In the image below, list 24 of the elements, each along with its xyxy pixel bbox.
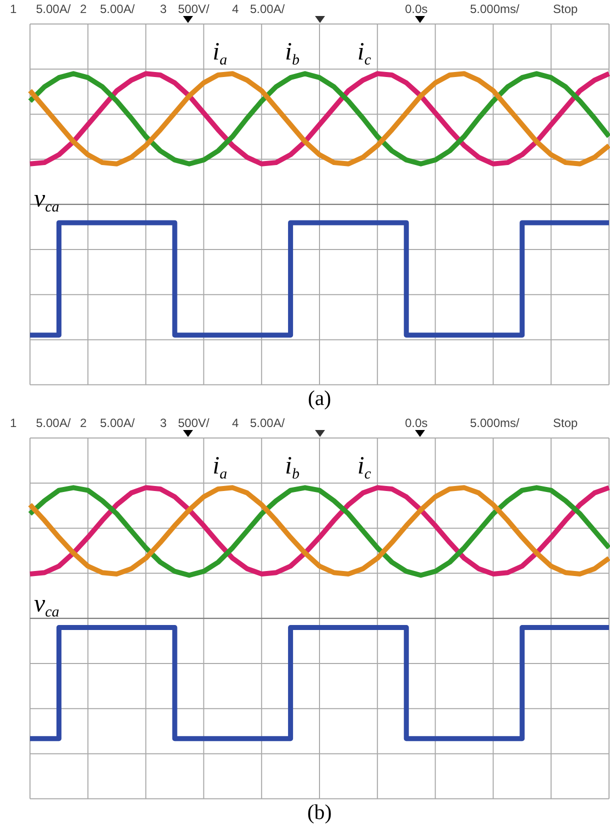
text: 1 xyxy=(10,416,17,430)
text: 5.00A/ xyxy=(36,416,71,430)
text: 5.000ms/ xyxy=(470,2,520,16)
text: 0.0s xyxy=(405,2,428,16)
text: (a) xyxy=(308,386,332,410)
text: 5.00A/ xyxy=(100,2,135,16)
text: 3 xyxy=(160,2,167,16)
text: Stop xyxy=(553,2,578,16)
text: 5.00A/ xyxy=(100,416,135,430)
text: (b) xyxy=(307,800,332,824)
text: 2 xyxy=(80,416,87,430)
text: 4 xyxy=(232,416,239,430)
text: 500V/ xyxy=(178,2,210,16)
text: 4 xyxy=(232,2,239,16)
text: 5.00A/ xyxy=(36,2,71,16)
text: 500V/ xyxy=(178,416,210,430)
text: 5.00A/ xyxy=(250,416,285,430)
text: 1 xyxy=(10,2,17,16)
text: 3 xyxy=(160,416,167,430)
text: Stop xyxy=(553,416,578,430)
text: 2 xyxy=(80,2,87,16)
text: 5.000ms/ xyxy=(470,416,520,430)
text: 5.00A/ xyxy=(250,2,285,16)
text: 0.0s xyxy=(405,416,428,430)
